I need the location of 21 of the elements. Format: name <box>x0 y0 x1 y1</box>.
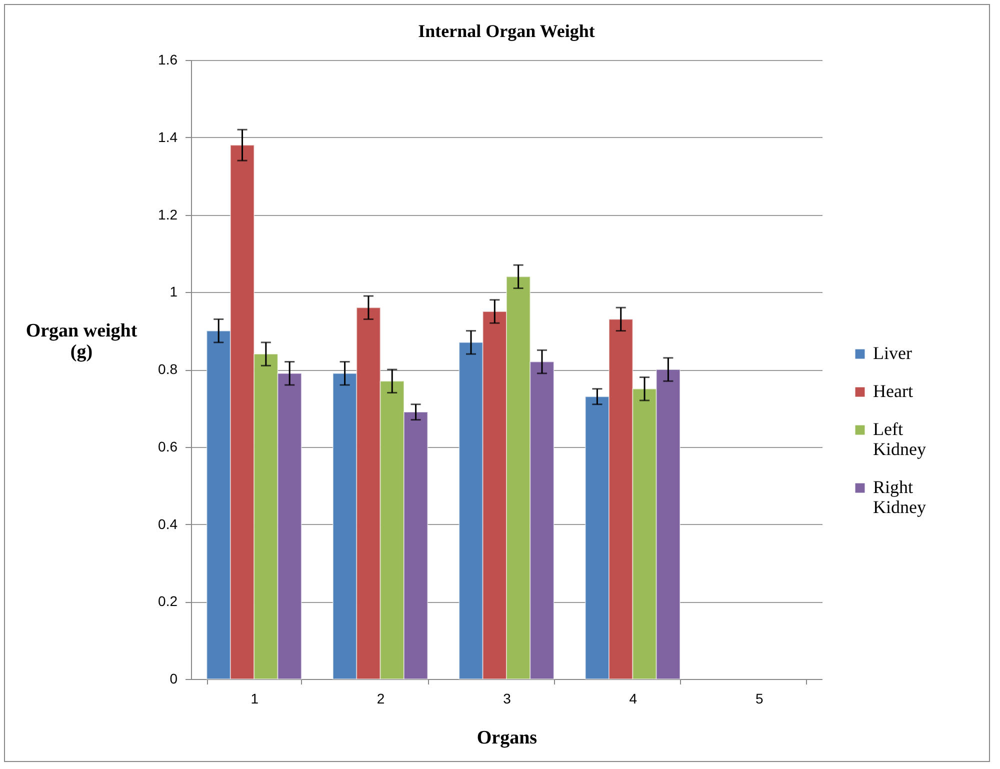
chart-title: Internal Organ Weight <box>418 21 595 41</box>
x-tick-label: 1 <box>250 690 259 706</box>
y-tick-label: 1.6 <box>158 52 178 68</box>
legend-label: Heart <box>873 381 913 401</box>
legend-label: Right Kidney <box>873 477 926 517</box>
x-tick-label: 3 <box>503 690 512 706</box>
x-axis-title: Organs <box>476 728 538 748</box>
y-tick-label: 1 <box>170 284 178 300</box>
x-tick-label: 4 <box>629 690 638 706</box>
x-tick-label: 2 <box>376 690 385 706</box>
y-tick-label: 1.2 <box>158 206 178 222</box>
y-axis-title: Organ weight (g) <box>26 320 138 362</box>
legend-label: Left Kidney <box>873 419 926 459</box>
y-tick-label: 0 <box>170 670 178 686</box>
legend-label: Liver <box>873 343 912 363</box>
y-tick-label: 0.2 <box>158 593 178 610</box>
x-tick-label: 5 <box>756 690 764 706</box>
y-tick-label: 1.4 <box>158 128 178 145</box>
y-tick-label: 0.6 <box>158 438 178 454</box>
y-tick-label: 0.8 <box>158 361 178 377</box>
y-tick-label: 0.4 <box>158 516 178 532</box>
